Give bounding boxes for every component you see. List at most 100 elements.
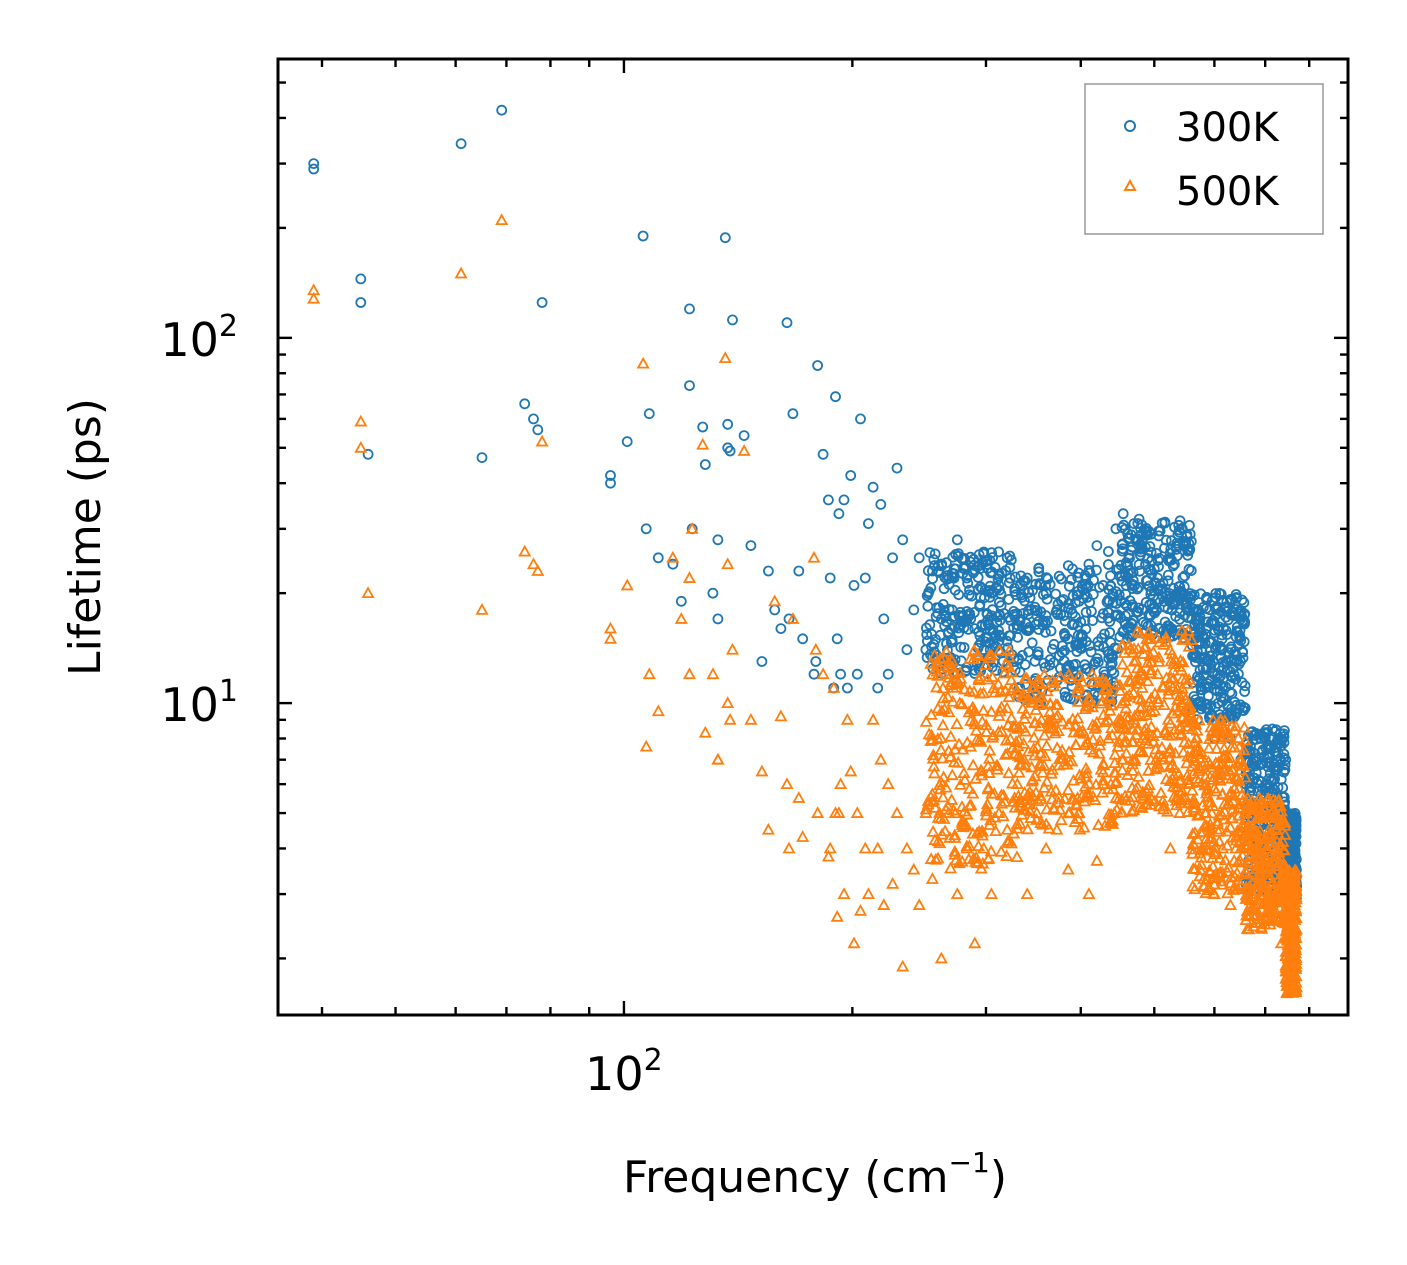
point-500k <box>1146 734 1160 747</box>
point-500k <box>1199 886 1213 899</box>
point-300k <box>1261 749 1273 761</box>
point-300k <box>1044 579 1056 590</box>
point-500k <box>1217 797 1231 809</box>
point-300k <box>605 477 616 489</box>
point-500k <box>1122 688 1136 700</box>
point-500k <box>1159 630 1173 643</box>
point-300k <box>958 561 970 572</box>
point-500k <box>1246 919 1260 932</box>
point-500k <box>943 750 957 762</box>
point-500k <box>1071 812 1085 824</box>
point-300k <box>1118 519 1130 531</box>
point-500k <box>495 213 509 226</box>
point-500k <box>1263 827 1277 839</box>
point-500k <box>737 444 751 456</box>
point-500k <box>1242 908 1256 920</box>
point-300k <box>1104 616 1116 627</box>
point-300k <box>1142 529 1154 541</box>
data-points <box>307 104 1304 999</box>
point-500k <box>1144 719 1158 732</box>
point-500k <box>711 752 725 765</box>
point-300k <box>1073 567 1085 579</box>
point-300k <box>1136 603 1148 615</box>
point-500k <box>1136 791 1150 804</box>
point-500k <box>1105 721 1119 734</box>
point-500k <box>1000 746 1014 759</box>
point-500k <box>955 697 969 710</box>
point-500k <box>844 764 858 777</box>
point-500k <box>1018 785 1032 798</box>
point-500k <box>967 685 981 697</box>
point-300k <box>1031 610 1043 622</box>
point-500k <box>1254 831 1268 843</box>
point-300k <box>1145 620 1157 631</box>
point-500k <box>1181 624 1195 636</box>
point-500k <box>1105 728 1119 741</box>
point-300k <box>927 565 938 577</box>
point-500k <box>1131 691 1145 704</box>
point-500k <box>1013 758 1027 770</box>
point-500k <box>976 824 990 837</box>
point-300k <box>948 571 960 583</box>
point-500k <box>1128 752 1142 765</box>
point-500k <box>1182 672 1196 685</box>
point-500k <box>1161 712 1175 725</box>
point-300k <box>1201 681 1213 693</box>
point-500k <box>1069 738 1083 750</box>
point-500k <box>977 686 991 699</box>
point-500k <box>928 833 942 846</box>
point-500k <box>1193 869 1207 882</box>
point-500k <box>953 778 967 790</box>
point-500k <box>1232 808 1246 821</box>
point-500k <box>1157 698 1171 711</box>
point-500k <box>1253 811 1267 823</box>
point-500k <box>1132 671 1146 684</box>
point-500k <box>934 951 948 964</box>
point-500k <box>881 777 895 790</box>
point-300k <box>1105 580 1117 592</box>
point-500k <box>1043 705 1057 717</box>
point-500k <box>1216 787 1230 799</box>
legend: 300K 500K <box>1084 83 1324 235</box>
point-500k <box>1068 815 1082 827</box>
point-300k <box>1122 559 1133 571</box>
point-300k <box>1137 543 1148 555</box>
point-300k <box>1152 593 1164 605</box>
point-500k <box>1002 660 1016 672</box>
point-500k <box>1210 814 1224 827</box>
point-500k <box>774 709 788 722</box>
point-500k <box>1224 740 1238 753</box>
point-500k <box>1174 663 1189 676</box>
point-500k <box>1005 776 1019 789</box>
point-300k <box>1188 589 1200 601</box>
point-300k <box>823 494 834 506</box>
point-500k <box>1077 820 1091 833</box>
y-tick-label: 101 <box>160 674 238 732</box>
point-500k <box>1174 773 1188 786</box>
point-300k <box>532 424 544 436</box>
point-500k <box>1210 742 1224 754</box>
point-500k <box>1142 778 1156 790</box>
point-500k <box>620 578 634 591</box>
point-500k <box>1272 914 1286 927</box>
point-500k <box>1132 744 1146 757</box>
point-300k <box>1200 664 1212 675</box>
point-500k <box>1093 734 1107 746</box>
point-500k <box>1187 801 1201 813</box>
point-300k <box>921 629 933 640</box>
point-300k <box>993 546 1004 558</box>
point-500k <box>1185 846 1200 859</box>
point-500k <box>1175 726 1189 739</box>
point-500k <box>1004 673 1018 686</box>
point-500k <box>1122 673 1136 686</box>
point-300k <box>1231 592 1242 604</box>
point-500k <box>919 806 933 818</box>
point-500k <box>925 728 939 741</box>
point-300k <box>1115 595 1127 607</box>
point-500k <box>1195 775 1209 788</box>
point-500k <box>1211 825 1225 837</box>
point-300k <box>1059 687 1071 698</box>
point-300k <box>817 448 829 460</box>
point-500k <box>968 936 982 949</box>
point-300k <box>1250 767 1262 779</box>
